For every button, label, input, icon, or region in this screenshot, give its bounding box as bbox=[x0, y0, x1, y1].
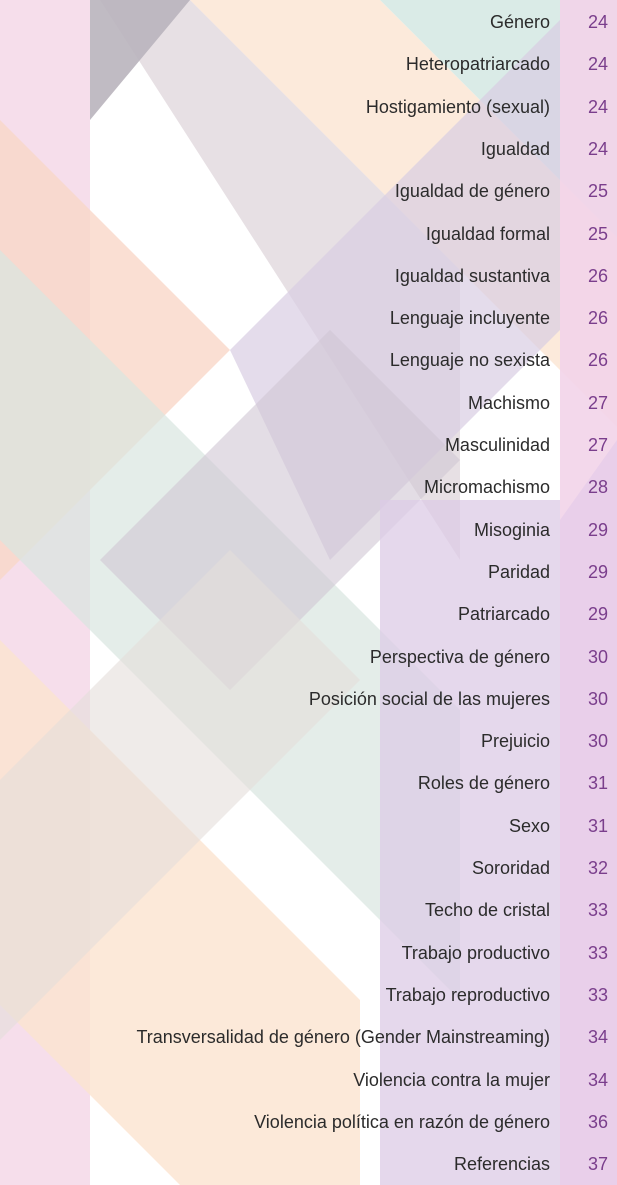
toc-row[interactable]: Sororidad 32 bbox=[0, 853, 617, 883]
entry-page: 29 bbox=[578, 515, 617, 545]
toc-row[interactable]: Roles de género 31 bbox=[0, 768, 617, 798]
entry-title: Machismo bbox=[468, 388, 550, 418]
entry-page: 24 bbox=[578, 134, 617, 164]
entry-page: 36 bbox=[578, 1107, 617, 1137]
entry-title: Prejuicio bbox=[481, 726, 550, 756]
entry-title: Patriarcado bbox=[458, 599, 550, 629]
entry-title: Hostigamiento (sexual) bbox=[366, 92, 550, 122]
entry-page: 26 bbox=[578, 303, 617, 333]
entry-page: 32 bbox=[578, 853, 617, 883]
toc-row[interactable]: Hostigamiento (sexual) 24 bbox=[0, 92, 617, 122]
entry-page: 28 bbox=[578, 472, 617, 502]
entry-title: Transversalidad de género (Gender Mainst… bbox=[136, 1022, 550, 1052]
toc-row[interactable]: Género 24 bbox=[0, 7, 617, 37]
entry-page: 31 bbox=[578, 768, 617, 798]
toc-row[interactable]: Igualdad sustantiva 26 bbox=[0, 261, 617, 291]
entry-title: Micromachismo bbox=[424, 472, 550, 502]
toc-row[interactable]: Violencia contra la mujer 34 bbox=[0, 1065, 617, 1095]
entry-page: 33 bbox=[578, 980, 617, 1010]
entry-page: 29 bbox=[578, 557, 617, 587]
toc-row[interactable]: Machismo 27 bbox=[0, 388, 617, 418]
toc-row[interactable]: Violencia política en razón de género 36 bbox=[0, 1107, 617, 1137]
entry-page: 37 bbox=[578, 1149, 617, 1179]
entry-title: Lenguaje incluyente bbox=[390, 303, 550, 333]
entry-title: Posición social de las mujeres bbox=[309, 684, 550, 714]
entry-title: Igualdad de género bbox=[395, 176, 550, 206]
entry-title: Paridad bbox=[488, 557, 550, 587]
entry-title: Igualdad formal bbox=[426, 219, 550, 249]
toc-row[interactable]: Misoginia 29 bbox=[0, 515, 617, 545]
toc-row[interactable]: Posición social de las mujeres 30 bbox=[0, 684, 617, 714]
toc-row[interactable]: Perspectiva de género 30 bbox=[0, 642, 617, 672]
entry-title: Igualdad sustantiva bbox=[395, 261, 550, 291]
entry-page: 25 bbox=[578, 176, 617, 206]
entry-title: Roles de género bbox=[418, 768, 550, 798]
entry-page: 26 bbox=[578, 261, 617, 291]
toc-row[interactable]: Masculinidad 27 bbox=[0, 430, 617, 460]
entry-page: 27 bbox=[578, 430, 617, 460]
entry-title: Heteropatriarcado bbox=[406, 49, 550, 79]
entry-page: 29 bbox=[578, 599, 617, 629]
entry-title: Sexo bbox=[509, 811, 550, 841]
toc-row[interactable]: Lenguaje incluyente 26 bbox=[0, 303, 617, 333]
toc-row[interactable]: Trabajo productivo 33 bbox=[0, 938, 617, 968]
page: Género24Heteropatriarcado24Hostigamiento… bbox=[0, 0, 617, 1185]
toc-row[interactable]: Paridad 29 bbox=[0, 557, 617, 587]
entry-title: Violencia política en razón de género bbox=[254, 1107, 550, 1137]
entry-title: Violencia contra la mujer bbox=[353, 1065, 550, 1095]
toc-row[interactable]: Trabajo reproductivo 33 bbox=[0, 980, 617, 1010]
toc-row[interactable]: Heteropatriarcado 24 bbox=[0, 49, 617, 79]
table-of-contents: Género24Heteropatriarcado24Hostigamiento… bbox=[0, 0, 617, 1185]
toc-row[interactable]: Transversalidad de género (Gender Mainst… bbox=[0, 1022, 617, 1052]
toc-row[interactable]: Igualdad de género 25 bbox=[0, 176, 617, 206]
entry-page: 33 bbox=[578, 938, 617, 968]
entry-title: Techo de cristal bbox=[425, 895, 550, 925]
entry-title: Trabajo productivo bbox=[402, 938, 550, 968]
entry-page: 34 bbox=[578, 1065, 617, 1095]
entry-page: 31 bbox=[578, 811, 617, 841]
toc-row[interactable]: Techo de cristal 33 bbox=[0, 895, 617, 925]
entry-title: Trabajo reproductivo bbox=[386, 980, 550, 1010]
entry-title: Igualdad bbox=[481, 134, 550, 164]
entry-page: 30 bbox=[578, 726, 617, 756]
toc-row[interactable]: Referencias 37 bbox=[0, 1149, 617, 1179]
toc-row[interactable]: Lenguaje no sexista 26 bbox=[0, 345, 617, 375]
entry-title: Lenguaje no sexista bbox=[390, 345, 550, 375]
entry-page: 26 bbox=[578, 345, 617, 375]
toc-row[interactable]: Igualdad formal 25 bbox=[0, 219, 617, 249]
entry-title: Masculinidad bbox=[445, 430, 550, 460]
entry-page: 30 bbox=[578, 684, 617, 714]
entry-page: 24 bbox=[578, 7, 617, 37]
entry-title: Misoginia bbox=[474, 515, 550, 545]
entry-page: 34 bbox=[578, 1022, 617, 1052]
entry-page: 24 bbox=[578, 49, 617, 79]
entry-title: Género bbox=[490, 7, 550, 37]
toc-row[interactable]: Patriarcado 29 bbox=[0, 599, 617, 629]
entry-page: 33 bbox=[578, 895, 617, 925]
entry-title: Referencias bbox=[454, 1149, 550, 1179]
entry-page: 27 bbox=[578, 388, 617, 418]
toc-row[interactable]: Sexo 31 bbox=[0, 811, 617, 841]
toc-row[interactable]: Prejuicio 30 bbox=[0, 726, 617, 756]
toc-row[interactable]: Micromachismo 28 bbox=[0, 472, 617, 502]
entry-page: 24 bbox=[578, 92, 617, 122]
entry-title: Perspectiva de género bbox=[370, 642, 550, 672]
entry-page: 30 bbox=[578, 642, 617, 672]
entry-title: Sororidad bbox=[472, 853, 550, 883]
toc-row[interactable]: Igualdad 24 bbox=[0, 134, 617, 164]
entry-page: 25 bbox=[578, 219, 617, 249]
